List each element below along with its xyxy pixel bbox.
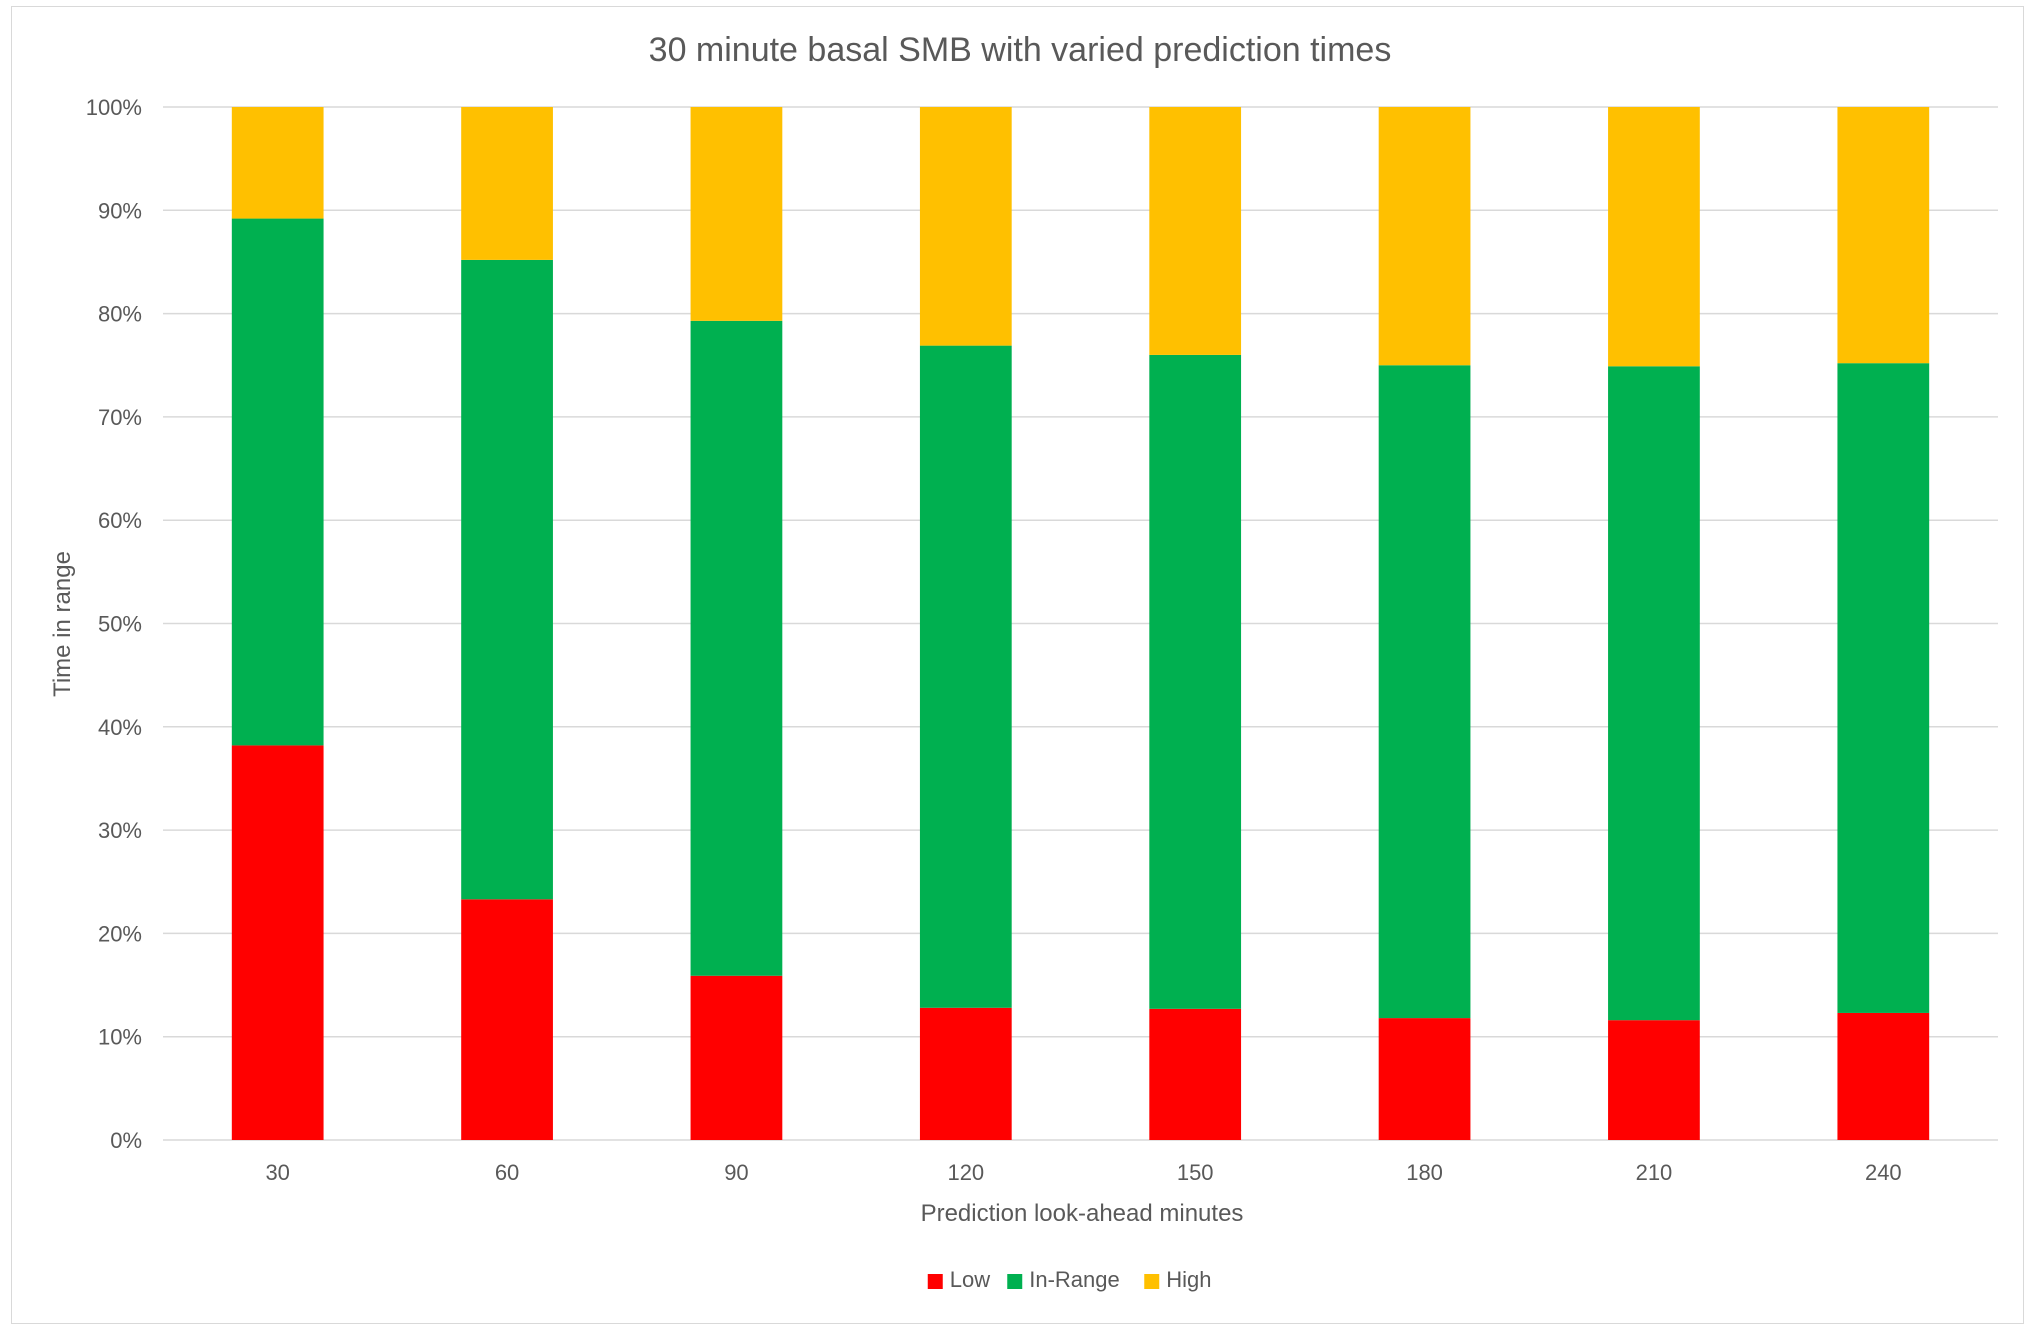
legend-swatch-low [927, 1274, 943, 1289]
bar-in-range-150 [1149, 354, 1242, 1009]
y-tick-label: 70% [98, 405, 142, 430]
legend-label-in-range: In-Range [1029, 1267, 1120, 1292]
y-tick-label: 60% [98, 508, 142, 533]
legend-label-low: Low [950, 1267, 990, 1292]
y-tick-label: 100% [86, 95, 142, 120]
bar-low-240 [1837, 1012, 1930, 1140]
x-tick-labels: 30 60 90 120 150 180 210 240 [265, 1160, 1901, 1185]
bar-high-60 [461, 107, 553, 260]
x-tick-label: 90 [724, 1160, 748, 1185]
x-tick-label: 210 [1636, 1160, 1673, 1185]
y-axis-label: Time in range [49, 551, 76, 697]
x-tick-label: 180 [1406, 1160, 1443, 1185]
legend-label-high: High [1166, 1267, 1211, 1292]
bar-in-range-120 [919, 345, 1012, 1008]
chart-title: 30 minute basal SMB with varied predicti… [649, 31, 1392, 69]
bar-high-150 [1149, 107, 1242, 355]
bar-in-range-60 [461, 259, 553, 900]
bar-low-90 [690, 975, 783, 1140]
y-tick-label: 20% [98, 921, 142, 946]
y-tick-label: 50% [98, 612, 142, 637]
x-tick-label: 60 [495, 1160, 519, 1185]
bars [231, 107, 1930, 1140]
bar-high-30 [231, 107, 324, 219]
y-tick-label: 40% [98, 715, 142, 740]
y-tick-labels: 0% 10% 20% 30% 40% 50% 60% 70% 80% 90% 100% [86, 95, 142, 1153]
y-tick-label: 30% [98, 818, 142, 843]
bar-low-60 [461, 899, 553, 1140]
bar-high-90 [690, 107, 783, 321]
bar-in-range-90 [690, 320, 783, 976]
bar-high-240 [1837, 107, 1930, 364]
x-tick-label: 120 [947, 1160, 984, 1185]
bar-in-range-30 [231, 218, 324, 746]
bar-low-210 [1608, 1020, 1700, 1140]
y-tick-label: 90% [98, 198, 142, 223]
bar-high-180 [1378, 107, 1471, 366]
x-tick-label: 30 [265, 1160, 289, 1185]
x-tick-label: 150 [1177, 1160, 1214, 1185]
bar-in-range-240 [1837, 363, 1930, 1013]
bar-low-120 [919, 1007, 1012, 1140]
x-tick-label: 240 [1865, 1160, 1902, 1185]
bar-low-150 [1149, 1008, 1242, 1140]
bar-in-range-210 [1608, 366, 1700, 1021]
legend-swatch-high [1144, 1274, 1160, 1289]
bar-low-30 [231, 745, 324, 1140]
legend: Low In-Range High [927, 1267, 1212, 1292]
bar-in-range-180 [1378, 365, 1471, 1019]
bar-low-180 [1378, 1018, 1471, 1140]
bar-high-120 [919, 107, 1012, 346]
y-tick-label: 10% [98, 1025, 142, 1050]
gridlines [163, 106, 1998, 1141]
legend-swatch-in-range [1007, 1274, 1023, 1289]
x-axis-label: Prediction look-ahead minutes [921, 1200, 1244, 1227]
y-tick-label: 80% [98, 302, 142, 327]
bar-high-210 [1608, 107, 1700, 367]
y-tick-label: 0% [110, 1128, 142, 1153]
